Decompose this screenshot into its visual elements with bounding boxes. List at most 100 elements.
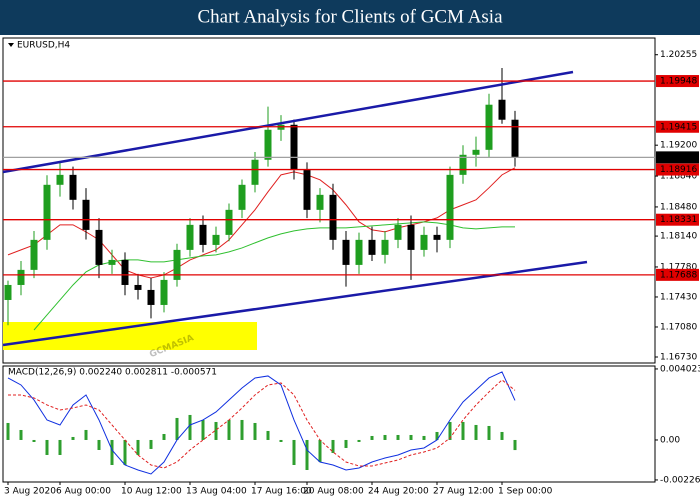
level-label-box [656, 213, 699, 226]
candle-body [511, 119, 519, 158]
histogram-bar [409, 434, 413, 440]
symbol-arrow [8, 43, 14, 47]
histogram-bar [383, 434, 387, 440]
candle-body [459, 154, 467, 175]
candle-body [329, 194, 337, 240]
candle-body [121, 259, 129, 285]
y-tick-label: 0.00 [660, 435, 680, 445]
candle-body [225, 209, 233, 235]
y-tick-label: 1.18840 [660, 172, 697, 182]
level-label: 1.19058 [660, 153, 697, 163]
x-tick-label: 1 Sep 00:00 [498, 487, 553, 497]
level-label-box [656, 120, 699, 133]
histogram-bar [123, 439, 127, 465]
histogram-bar [513, 439, 517, 451]
signal-line [8, 379, 516, 469]
level-label-box [656, 151, 699, 164]
candle-body [381, 239, 389, 255]
level-label: 1.19948 [660, 77, 697, 87]
y-tick-label: 1.20255 [660, 50, 697, 60]
histogram-bar [201, 419, 205, 440]
y-tick-label: 1.16730 [660, 352, 697, 362]
candle-body [394, 224, 402, 240]
main-panel [2, 37, 656, 364]
x-tick-label: 27 Aug 12:00 [433, 487, 494, 497]
histogram-bar [19, 429, 23, 440]
candle-body [433, 234, 441, 240]
candle-body [264, 129, 272, 160]
y-tick-label: 0.004023 [660, 364, 700, 374]
candle-body [290, 124, 298, 170]
histogram-bar [266, 430, 270, 440]
level-label: 1.18916 [660, 165, 697, 175]
histogram-bar [435, 431, 439, 440]
histogram-bar [149, 439, 153, 449]
candle-body [147, 289, 155, 305]
candle-body [186, 224, 194, 250]
y-tick-label: 1.18140 [660, 232, 697, 242]
candle-body [4, 284, 12, 300]
candle-body [446, 174, 454, 240]
candle-body [82, 199, 90, 230]
chart-title: Chart Analysis for Clients of GCM Asia [197, 6, 503, 27]
candle-body [134, 284, 142, 290]
y-tick-label: 1.19200 [660, 141, 697, 151]
candle-body [472, 149, 480, 155]
trend-line [2, 70, 574, 174]
candle-body [95, 229, 103, 265]
level-label: 1.19415 [660, 122, 697, 132]
histogram-bar [188, 414, 192, 440]
y-tick-label: 1.17780 [660, 262, 697, 272]
level-label: 1.18331 [660, 215, 697, 225]
histogram-bar [253, 422, 257, 440]
histogram-bar [175, 417, 179, 440]
candle-body [342, 239, 350, 265]
y-tick-label: 1.18480 [660, 202, 697, 212]
histogram-bar [214, 421, 218, 440]
histogram-bar [396, 434, 400, 440]
level-label-box [656, 163, 699, 176]
histogram-bar [6, 422, 10, 440]
histogram-bar [97, 439, 101, 450]
candle-body [108, 259, 116, 265]
histogram-bar [305, 439, 309, 470]
histogram-bar [370, 435, 374, 440]
histogram-bar [240, 419, 244, 440]
indicator-label: MACD(12,26,9) 0.002240 0.002811 -0.00057… [8, 368, 217, 378]
x-tick-label: 17 Aug 16:00 [251, 487, 312, 497]
histogram-bar [110, 439, 114, 465]
candle-body [160, 279, 168, 305]
candle-body [212, 234, 220, 245]
histogram-bar [58, 439, 62, 455]
candle-body [69, 174, 77, 200]
histogram-bar [292, 439, 296, 465]
y-tick-label: 1.17430 [660, 292, 697, 302]
histogram-bar [474, 424, 478, 440]
candle-body [17, 269, 25, 285]
histogram-bar [162, 433, 166, 440]
histogram-bar [500, 431, 504, 440]
histogram-bar [279, 439, 283, 442]
histogram-bar [331, 439, 335, 453]
candle-body [199, 224, 207, 245]
x-tick-label: 20 Aug 08:00 [303, 487, 364, 497]
histogram-bar [84, 429, 88, 440]
candle-body [303, 169, 311, 210]
x-tick-label: 6 Aug 00:00 [56, 487, 111, 497]
level-label-box [656, 75, 699, 88]
candle-body [56, 174, 64, 185]
x-tick-label: 3 Aug 2020 [4, 487, 56, 497]
histogram-bar [448, 421, 452, 440]
candle-body [43, 184, 51, 240]
x-tick-label: 24 Aug 20:00 [368, 487, 429, 497]
level-label: 1.17688 [660, 270, 697, 280]
symbol-label: EURUSD,H4 [17, 41, 70, 51]
candle-body [407, 224, 415, 250]
x-tick-label: 13 Aug 04:00 [186, 487, 247, 497]
histogram-bar [227, 419, 231, 440]
histogram-bar [32, 439, 36, 442]
candle-body [420, 234, 428, 250]
histogram-bar [136, 439, 140, 455]
histogram-bar [487, 425, 491, 440]
